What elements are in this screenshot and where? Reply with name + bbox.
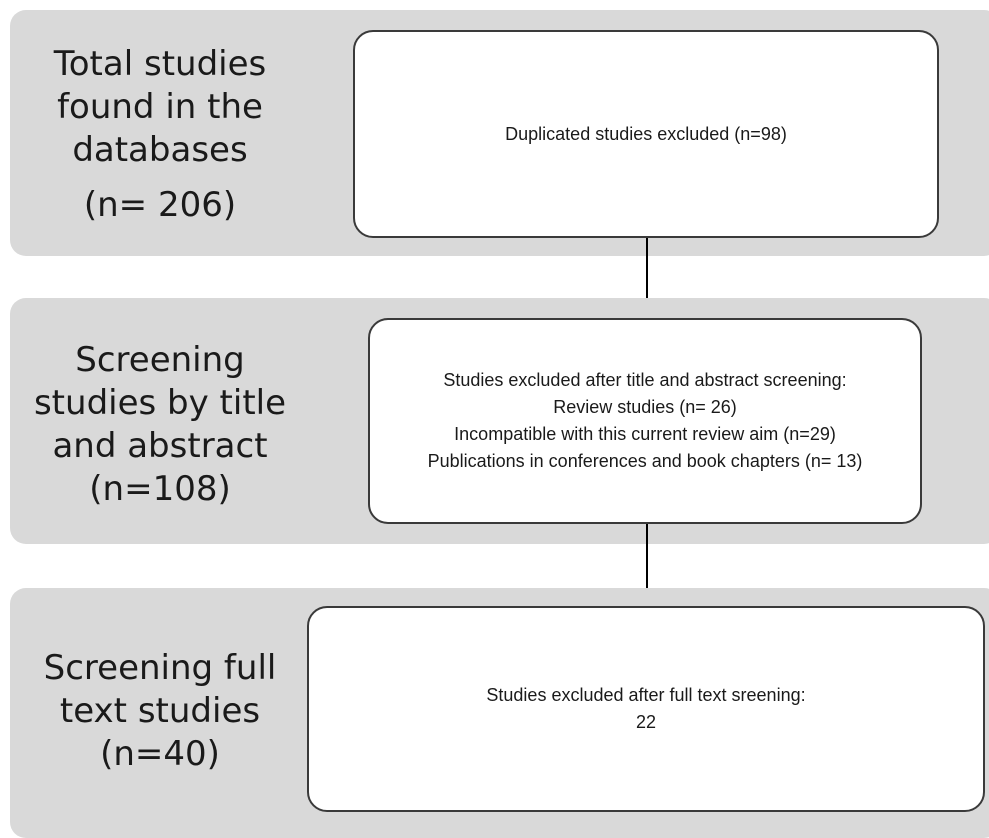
stage-3-label-line: Screening full — [43, 647, 277, 688]
stage-1-count: (n= 206) — [83, 185, 237, 225]
stage-2-label-line: studies by title — [33, 383, 287, 423]
stage-2-excluded-text: Incompatible with this current review ai… — [454, 424, 836, 444]
stage-1-label: Total studies found in the databases (n=… — [30, 40, 290, 230]
stage-2-excluded-box: Studies excluded after title and abstrac… — [368, 318, 922, 524]
stage-1-label-line: databases — [72, 130, 248, 170]
stage-2-label-line: and abstract — [52, 426, 268, 466]
stage-2-label-line: Screening — [75, 340, 245, 380]
stage-1-excluded-text: Duplicated studies excluded (n=98) — [505, 123, 787, 144]
stage-1-label-line: Total studies — [53, 44, 267, 84]
stage-1-label-line: found in the — [57, 87, 263, 127]
stage-2-label: Screening studies by title and abstract … — [30, 330, 290, 520]
stage-2-excluded-text: Review studies (n= 26) — [553, 397, 737, 417]
stage-2-excluded-text: Publications in conferences and book cha… — [427, 451, 863, 471]
stage-3-excluded-box: Studies excluded after full text sreenin… — [307, 606, 985, 812]
stage-2-count: (n=108) — [89, 469, 231, 509]
stage-3-excluded-text: Studies excluded after full text sreenin… — [486, 685, 806, 705]
stage-3-label: Screening full text studies (n=40) — [30, 636, 290, 786]
stage-1-excluded-box: Duplicated studies excluded (n=98) — [353, 30, 939, 238]
stage-3-label-line: text studies — [59, 690, 261, 731]
stage-3-excluded-text: 22 — [635, 712, 657, 732]
stage-3-count: (n=40) — [100, 733, 220, 774]
stage-2-excluded-text: Studies excluded after title and abstrac… — [443, 370, 847, 390]
